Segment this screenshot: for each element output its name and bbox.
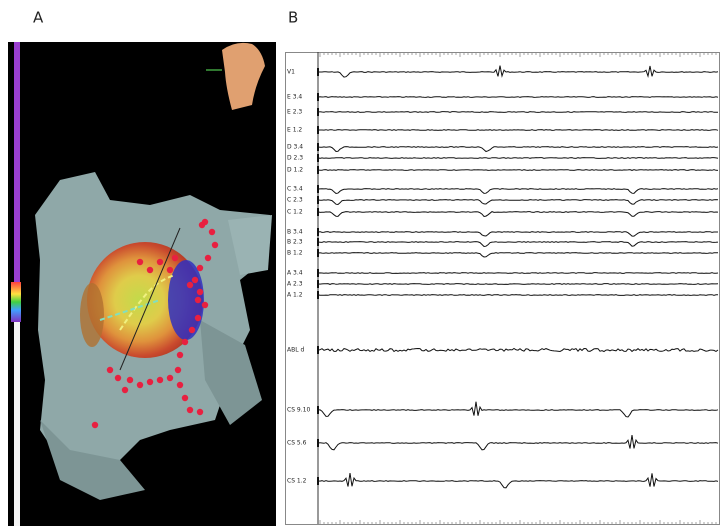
trace: [319, 65, 719, 79]
channel-label: V1: [287, 69, 295, 76]
ablation-point: [121, 386, 129, 394]
ablation-point: [136, 258, 144, 266]
trace: [318, 96, 719, 98]
ablation-point: [208, 228, 216, 236]
channel-label: A 2.3: [287, 281, 303, 288]
ablation-point: [156, 258, 164, 266]
channel-label: ABL d: [287, 347, 304, 354]
ablation-point: [194, 296, 202, 304]
trace: [318, 473, 719, 489]
trace: [318, 146, 719, 153]
ablation-point: [186, 406, 194, 414]
ablation-point: [156, 376, 164, 384]
ablation-point: [166, 266, 174, 274]
trace: [318, 283, 719, 285]
ablation-point: [194, 314, 202, 322]
ablation-point: [201, 301, 209, 309]
channel-label: C 1.2: [287, 209, 303, 216]
channel-label: D 2.3: [287, 155, 303, 162]
channel-label: E 1.2: [287, 127, 302, 134]
trace: [318, 294, 718, 296]
ablation-point: [176, 351, 184, 359]
ablation-point: [186, 281, 194, 289]
ablation-point: [106, 366, 114, 374]
channel-label: C 3.4: [287, 186, 303, 193]
trace: [318, 157, 719, 159]
trace: [318, 231, 718, 237]
channel-label: A 3.4: [287, 270, 303, 277]
ablation-point: [211, 241, 219, 249]
channel-label: CS 9.10: [287, 407, 310, 414]
channel-label: D 1.2: [287, 167, 303, 174]
trace: [318, 347, 719, 353]
trace: [318, 435, 719, 451]
ablation-point: [91, 421, 99, 429]
ablation-point: [181, 394, 189, 402]
trace: [318, 252, 719, 258]
ablation-point: [196, 408, 204, 416]
channel-label: A 1.2: [287, 292, 303, 299]
panel-label: A: [33, 9, 44, 27]
ablation-point: [188, 326, 196, 334]
ablation-point: [174, 366, 182, 374]
ablation-point: [126, 376, 134, 384]
channel-label: C 2.3: [287, 197, 303, 204]
ablation-point: [198, 221, 206, 229]
panel-label: B: [288, 9, 298, 27]
channel-label: E 3.4: [287, 94, 302, 101]
channel-label: D 3.4: [287, 144, 303, 151]
ablation-point: [191, 276, 199, 284]
ablation-point: [176, 381, 184, 389]
trace: [318, 241, 719, 248]
activation-map: [8, 42, 276, 526]
trace: [318, 169, 719, 171]
trace: [318, 111, 718, 113]
ablation-point: [136, 381, 144, 389]
ablation-point: [204, 254, 212, 262]
ablation-point: [146, 266, 154, 274]
trace: [318, 199, 719, 206]
ablation-point: [171, 254, 179, 262]
trace: [318, 272, 719, 274]
trace: [319, 129, 719, 131]
channel-label: B 1.2: [287, 250, 303, 257]
trace: [318, 211, 719, 218]
channel-label: B 3.4: [287, 229, 303, 236]
ablation-point: [181, 338, 189, 346]
channel-label: CS 5.6: [287, 440, 307, 447]
electrogram-panel: V1 E 3.4 E 2.3 E 1.2 D 3.4 D 2.3 D 1.2 C 3.4 C 2…: [285, 52, 720, 525]
ablation-point: [114, 374, 122, 382]
channel-label: E 2.3: [287, 109, 302, 116]
ablation-point: [196, 264, 204, 272]
ablation-point: [146, 378, 154, 386]
ablation-point: [196, 288, 204, 296]
ablation-point: [166, 374, 174, 382]
channel-label: CS 1.2: [287, 478, 307, 485]
trace: [318, 188, 719, 195]
trace: [318, 401, 719, 418]
channel-label: B 2.3: [287, 239, 303, 246]
